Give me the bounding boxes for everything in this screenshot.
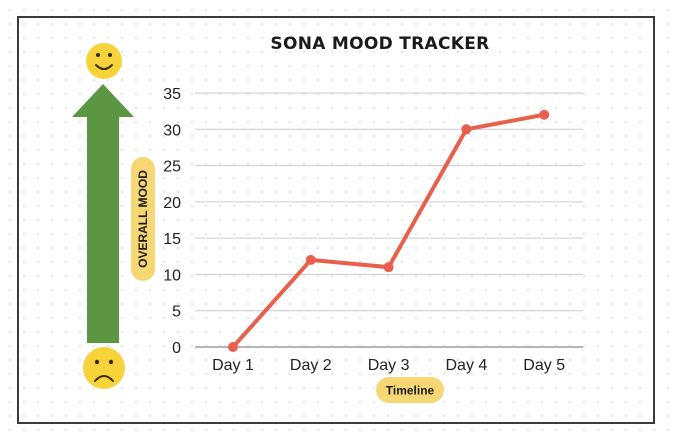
y-tick-label: 15 (163, 231, 181, 248)
data-point (228, 342, 238, 352)
chart-title: SONA MOOD TRACKER (270, 34, 490, 54)
y-tick-label: 30 (163, 122, 181, 139)
data-point (461, 124, 472, 135)
x-tick-label: Day 1 (212, 357, 254, 374)
series-mood (228, 109, 550, 352)
y-tick-label: 5 (172, 304, 181, 321)
data-point (539, 109, 550, 120)
grid-lines (195, 92, 583, 348)
sad-face-icon (83, 347, 125, 389)
y-tick-label: 25 (163, 159, 181, 176)
data-point (383, 262, 394, 273)
y-tick-label: 0 (172, 340, 181, 357)
x-tick-label: Day 5 (523, 357, 565, 374)
mood-up-arrow (72, 84, 134, 343)
y-tick-labels: 0 5 10 15 20 25 30 35 (163, 86, 181, 357)
y-tick-label: 20 (163, 195, 181, 212)
series-line (231, 112, 547, 349)
y-axis-label-pill: OVERALL MOOD (131, 157, 155, 281)
y-axis-label: OVERALL MOOD (136, 170, 150, 268)
x-tick-label: Day 3 (368, 357, 410, 374)
x-axis-label: Timeline (386, 384, 435, 398)
x-tick-label: Day 4 (446, 357, 488, 374)
x-tick-labels: Day 1 Day 2 Day 3 Day 4 Day 5 (212, 357, 565, 374)
y-tick-label: 10 (163, 267, 181, 284)
x-axis-label-pill: Timeline (376, 377, 444, 403)
y-tick-label: 35 (163, 86, 181, 103)
x-tick-label: Day 2 (290, 357, 332, 374)
data-point (305, 254, 316, 265)
chart-frame (17, 16, 655, 424)
happy-face-icon (86, 43, 122, 79)
